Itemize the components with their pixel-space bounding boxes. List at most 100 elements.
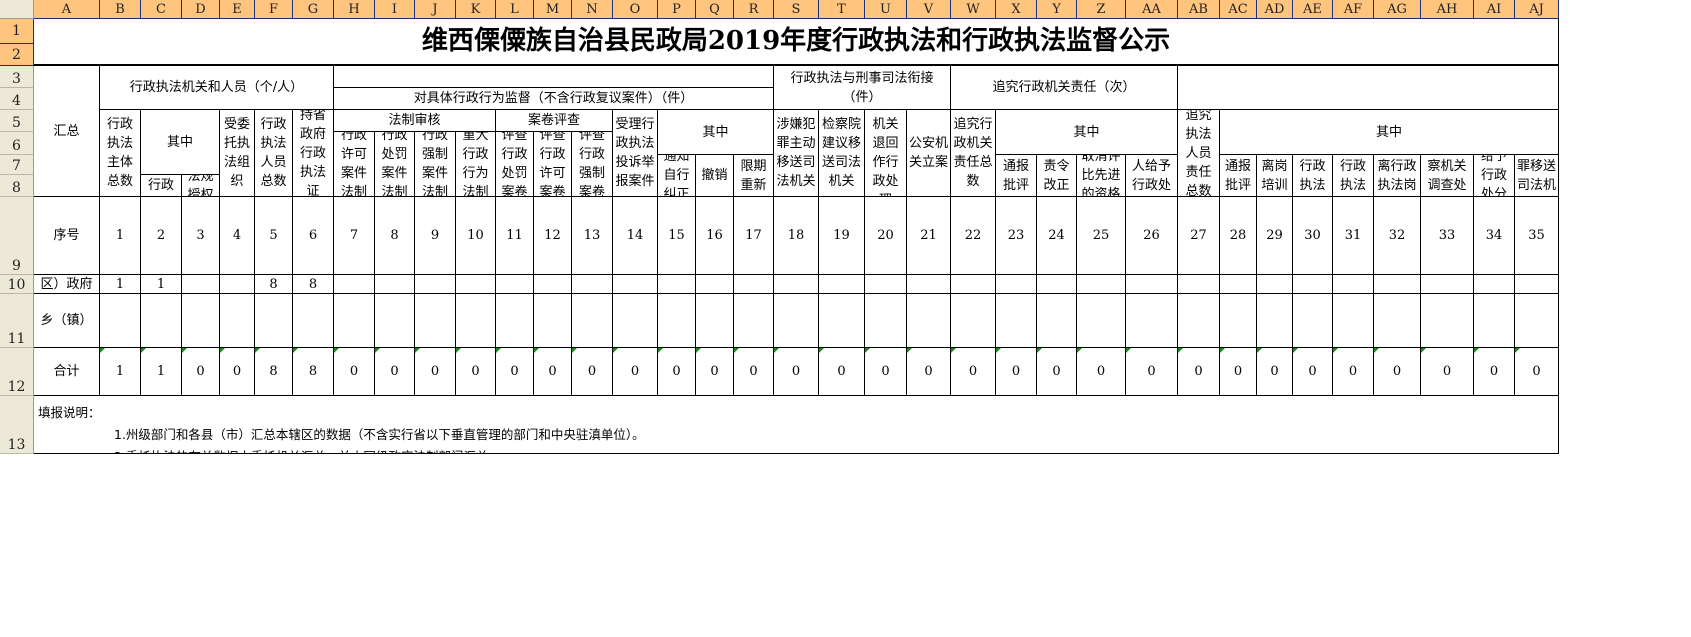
data-cell[interactable]: 8 <box>255 348 293 396</box>
column-header-ad[interactable]: AD <box>1257 0 1293 19</box>
data-cell[interactable] <box>182 294 220 348</box>
data-cell[interactable]: 0 <box>613 348 658 396</box>
column-header-ac[interactable]: AC <box>1220 0 1257 19</box>
data-cell[interactable] <box>1037 294 1077 348</box>
data-cell[interactable] <box>1474 294 1515 348</box>
data-cell[interactable] <box>255 294 293 348</box>
data-cell[interactable] <box>1421 294 1474 348</box>
data-cell[interactable]: 0 <box>220 348 255 396</box>
data-cell[interactable] <box>534 275 572 294</box>
data-cell[interactable] <box>496 275 534 294</box>
data-cell[interactable] <box>375 275 415 294</box>
data-cell[interactable]: 0 <box>1333 348 1374 396</box>
data-cell[interactable]: 1 <box>141 275 182 294</box>
data-cell[interactable]: 0 <box>1037 348 1077 396</box>
row-header-2[interactable]: 2 <box>0 44 34 66</box>
data-cell[interactable] <box>220 275 255 294</box>
data-cell[interactable] <box>1333 275 1374 294</box>
data-cell[interactable] <box>1077 275 1126 294</box>
data-cell[interactable]: 0 <box>1178 348 1220 396</box>
column-header-ag[interactable]: AG <box>1374 0 1421 19</box>
column-header-ab[interactable]: AB <box>1178 0 1220 19</box>
data-cell[interactable] <box>1126 275 1178 294</box>
data-cell[interactable]: 0 <box>865 348 907 396</box>
column-header-y[interactable]: Y <box>1037 0 1077 19</box>
data-cell[interactable]: 8 <box>293 275 334 294</box>
data-cell[interactable] <box>696 294 734 348</box>
column-header-m[interactable]: M <box>534 0 572 19</box>
data-cell[interactable]: 0 <box>456 348 496 396</box>
column-header-z[interactable]: Z <box>1077 0 1126 19</box>
data-cell[interactable] <box>613 275 658 294</box>
data-cell[interactable] <box>1178 275 1220 294</box>
data-cell[interactable] <box>996 294 1037 348</box>
row-header-3[interactable]: 3 <box>0 66 34 88</box>
column-header-f[interactable]: F <box>255 0 293 19</box>
data-cell[interactable] <box>1037 275 1077 294</box>
row-header-1[interactable]: 1 <box>0 19 34 44</box>
data-cell[interactable] <box>456 294 496 348</box>
column-header-a[interactable]: A <box>34 0 100 19</box>
data-cell[interactable]: 1 <box>141 348 182 396</box>
data-cell[interactable] <box>1474 275 1515 294</box>
data-cell[interactable] <box>613 294 658 348</box>
data-cell[interactable]: 0 <box>375 348 415 396</box>
data-cell[interactable] <box>1077 294 1126 348</box>
column-header-ae[interactable]: AE <box>1293 0 1333 19</box>
data-cell[interactable]: 0 <box>496 348 534 396</box>
data-cell[interactable] <box>375 294 415 348</box>
row-header-5[interactable]: 5 <box>0 110 34 132</box>
row-header-9[interactable]: 9 <box>0 197 34 275</box>
data-cell[interactable]: 0 <box>1421 348 1474 396</box>
data-cell[interactable] <box>1126 294 1178 348</box>
data-cell[interactable] <box>1293 275 1333 294</box>
column-header-ah[interactable]: AH <box>1421 0 1474 19</box>
data-cell[interactable] <box>819 275 865 294</box>
column-header-j[interactable]: J <box>415 0 456 19</box>
data-cell[interactable]: 0 <box>734 348 774 396</box>
data-cell[interactable] <box>1374 275 1421 294</box>
data-cell[interactable] <box>865 294 907 348</box>
column-header-af[interactable]: AF <box>1333 0 1374 19</box>
column-header-v[interactable]: V <box>907 0 951 19</box>
data-cell[interactable] <box>293 294 334 348</box>
column-header-r[interactable]: R <box>734 0 774 19</box>
data-cell[interactable] <box>951 294 996 348</box>
data-cell[interactable] <box>907 275 951 294</box>
column-header-c[interactable]: C <box>141 0 182 19</box>
data-cell[interactable] <box>572 275 613 294</box>
data-cell[interactable] <box>1257 294 1293 348</box>
column-header-p[interactable]: P <box>658 0 696 19</box>
row-header-13[interactable]: 13 <box>0 396 34 454</box>
column-header-t[interactable]: T <box>819 0 865 19</box>
column-header-w[interactable]: W <box>951 0 996 19</box>
column-header-ai[interactable]: AI <box>1474 0 1515 19</box>
data-cell[interactable] <box>534 294 572 348</box>
row-header-4[interactable]: 4 <box>0 88 34 110</box>
data-cell[interactable] <box>415 275 456 294</box>
data-cell[interactable] <box>334 275 375 294</box>
data-cell[interactable]: 0 <box>819 348 865 396</box>
row-header-12[interactable]: 12 <box>0 348 34 396</box>
data-cell[interactable] <box>1220 294 1257 348</box>
select-all-corner[interactable] <box>0 0 34 19</box>
data-cell[interactable]: 8 <box>255 275 293 294</box>
data-cell[interactable] <box>819 294 865 348</box>
data-cell[interactable] <box>1293 294 1333 348</box>
data-cell[interactable] <box>572 294 613 348</box>
data-cell[interactable] <box>658 275 696 294</box>
data-cell[interactable] <box>1515 275 1559 294</box>
data-cell[interactable] <box>907 294 951 348</box>
column-header-i[interactable]: I <box>375 0 415 19</box>
column-header-o[interactable]: O <box>613 0 658 19</box>
data-cell[interactable]: 0 <box>1220 348 1257 396</box>
data-cell[interactable]: 0 <box>572 348 613 396</box>
column-header-n[interactable]: N <box>572 0 613 19</box>
data-cell[interactable] <box>951 275 996 294</box>
data-cell[interactable] <box>415 294 456 348</box>
data-cell[interactable] <box>141 294 182 348</box>
data-cell[interactable]: 1 <box>100 275 141 294</box>
column-header-q[interactable]: Q <box>696 0 734 19</box>
data-cell[interactable] <box>734 294 774 348</box>
data-cell[interactable] <box>100 294 141 348</box>
